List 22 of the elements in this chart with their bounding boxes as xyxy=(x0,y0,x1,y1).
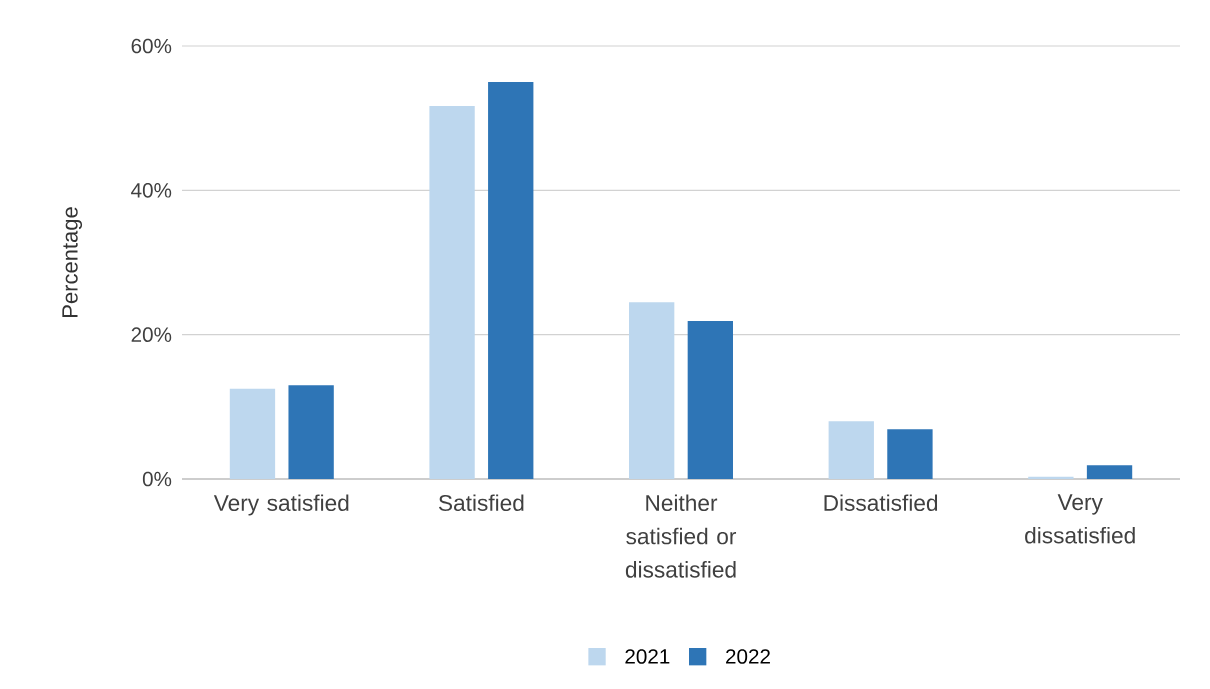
x-tick-label: Satisfied xyxy=(438,494,524,512)
y-tick-label: 40% xyxy=(131,183,172,198)
legend-label: 2022 xyxy=(726,649,770,664)
x-tick-label: Very satisfied xyxy=(213,494,349,516)
bar xyxy=(488,82,534,479)
bar xyxy=(887,429,933,479)
x-tick-label: Very dissatisfied xyxy=(1025,494,1135,544)
bar xyxy=(1028,476,1074,479)
y-tick-label: 60% xyxy=(131,38,172,54)
y-axis-title: Percentage xyxy=(62,207,83,317)
bar xyxy=(229,388,276,479)
bar xyxy=(629,302,675,479)
bar xyxy=(288,385,334,479)
x-tick-label: Neither satisfied or dissatisfied xyxy=(625,494,737,578)
bar xyxy=(687,320,733,479)
bar xyxy=(429,105,475,479)
bar xyxy=(1086,465,1133,479)
bar xyxy=(828,421,874,479)
x-tick-label: Dissatisfied xyxy=(824,494,938,512)
y-tick-label: 0% xyxy=(142,471,172,487)
legend-label: 2021 xyxy=(625,649,670,664)
y-tick-label: 20% xyxy=(131,327,172,342)
